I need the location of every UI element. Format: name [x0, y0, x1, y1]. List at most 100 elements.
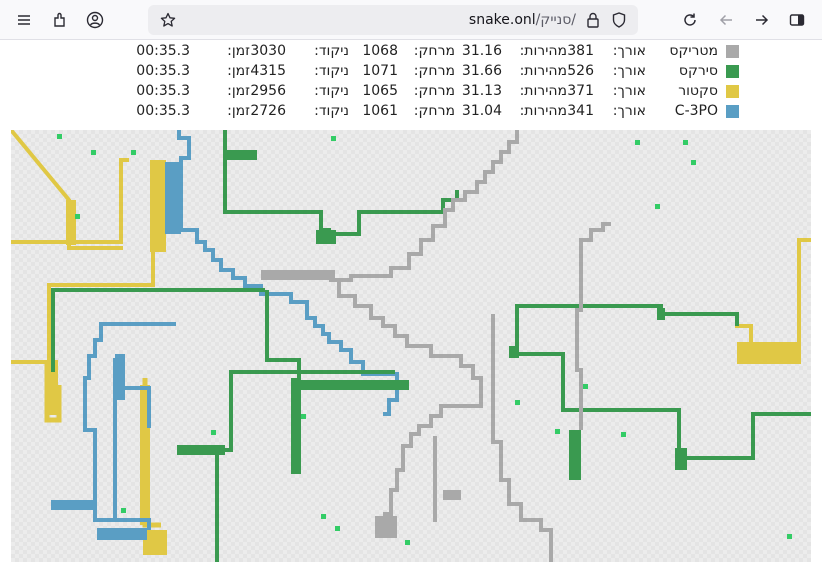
food-pellet [683, 140, 688, 145]
food-pellet [321, 514, 326, 519]
address-bar[interactable]: snake.onl/סנייק/ [148, 5, 638, 35]
snake-body [97, 528, 147, 540]
food-pellet [335, 526, 340, 531]
account-icon[interactable] [81, 6, 109, 34]
reload-icon[interactable] [676, 6, 704, 34]
snake-segment [575, 222, 611, 430]
food-pellet [655, 204, 660, 209]
snake-body [297, 380, 409, 390]
food-pellet [91, 150, 96, 155]
food-pellet [787, 534, 792, 539]
player-row: מטריקס אורך: 381 מהירות: 31.16 מרחק: 106… [0, 42, 822, 61]
food-pellet [515, 400, 520, 405]
snake-segment [511, 352, 811, 460]
snake-segment [11, 190, 155, 364]
bookmark-star-icon[interactable] [154, 6, 182, 34]
player-color-swatch [726, 105, 739, 118]
extensions-icon[interactable] [46, 6, 74, 34]
speed-label: מהירות: [519, 83, 567, 99]
menu-icon[interactable] [10, 6, 38, 34]
back-arrow-icon[interactable] [712, 6, 740, 34]
length-label: אורך: [612, 43, 646, 59]
browser-toolbar: snake.onl/סנייק/ [0, 0, 822, 40]
score-label: ניקוד: [314, 103, 349, 119]
time-label: זמן: [227, 43, 250, 59]
food-pellet [75, 214, 80, 219]
distance-label: מרחק: [413, 103, 455, 119]
length-label: אורך: [612, 83, 646, 99]
food-pellet [635, 140, 640, 145]
score-value: 2956 [250, 83, 286, 99]
food-pellet [405, 540, 410, 545]
snake-segment [83, 322, 176, 522]
food-pellet [121, 508, 126, 513]
player-row: סקטור אורך: 371 מהירות: 31.13 מרחק: 1065… [0, 82, 822, 101]
snake-body [150, 160, 166, 252]
score-value: 3030 [250, 43, 286, 59]
player-color-swatch [726, 65, 739, 78]
food-pellet [131, 150, 136, 155]
snake-segment [261, 130, 519, 282]
food-pellet [555, 429, 560, 434]
player-color-swatch [726, 85, 739, 98]
address-url[interactable]: snake.onl/סנייק/ [469, 5, 576, 35]
board-canvas [11, 130, 811, 562]
snake-body [140, 385, 150, 525]
speed-label: מהירות: [519, 63, 567, 79]
score-value: 2726 [250, 103, 286, 119]
snake-segment [113, 358, 151, 530]
time-label: זמן: [227, 63, 250, 79]
snake-segment [117, 386, 151, 428]
player-name: סקטור [678, 83, 718, 99]
player-name: סירקס [678, 63, 718, 79]
snake-body [675, 448, 687, 470]
player-color-swatch [726, 45, 739, 58]
score-value: 4315 [250, 63, 286, 79]
snake-body [46, 360, 58, 415]
player-name: מטריקס [669, 43, 718, 59]
game-board[interactable] [11, 130, 811, 562]
time-label: זמן: [227, 103, 250, 119]
sidebar-icon[interactable] [783, 6, 811, 34]
time-value: 00:35.3 [136, 63, 190, 79]
score-label: ניקוד: [314, 83, 349, 99]
time-value: 00:35.3 [136, 83, 190, 99]
food-pellet [301, 414, 306, 419]
address-path: /סנייק/ [535, 12, 576, 28]
snake-segment [433, 436, 437, 522]
snake-body [261, 270, 335, 280]
snake-body [66, 200, 76, 245]
length-label: אורך: [612, 63, 646, 79]
player-row: C-3PO אורך: 341 מהירות: 31.04 מרחק: 1061… [0, 102, 822, 121]
length-value: 381 [567, 43, 594, 59]
food-pellet [331, 136, 336, 141]
snake-segment [51, 288, 265, 372]
food-pellet [211, 430, 216, 435]
length-value: 526 [567, 63, 594, 79]
lock-icon[interactable] [582, 9, 604, 31]
shield-icon[interactable] [608, 9, 630, 31]
snake-body [657, 308, 665, 320]
score-label: ניקוד: [314, 63, 349, 79]
snake-body [115, 354, 125, 400]
address-host: snake.onl [468, 12, 536, 28]
distance-value: 1071 [362, 63, 398, 79]
food-pellet [621, 432, 626, 437]
time-value: 00:35.3 [136, 43, 190, 59]
speed-value: 31.13 [461, 83, 502, 99]
food-pellet [57, 134, 62, 139]
player-name: C-3PO [674, 103, 718, 119]
snake-segment [515, 304, 739, 355]
speed-label: מהירות: [519, 43, 567, 59]
forward-arrow-icon[interactable] [748, 6, 776, 34]
snake-segment [735, 238, 811, 356]
scoreboard: מטריקס אורך: 381 מהירות: 31.16 מרחק: 106… [0, 42, 822, 122]
food-pellet [691, 160, 696, 165]
snake-body [737, 342, 801, 364]
snake-body [569, 430, 581, 480]
score-label: ניקוד: [314, 43, 349, 59]
time-label: זמן: [227, 83, 250, 99]
length-label: אורך: [612, 103, 646, 119]
time-value: 00:35.3 [136, 103, 190, 119]
snake-body [177, 445, 225, 455]
